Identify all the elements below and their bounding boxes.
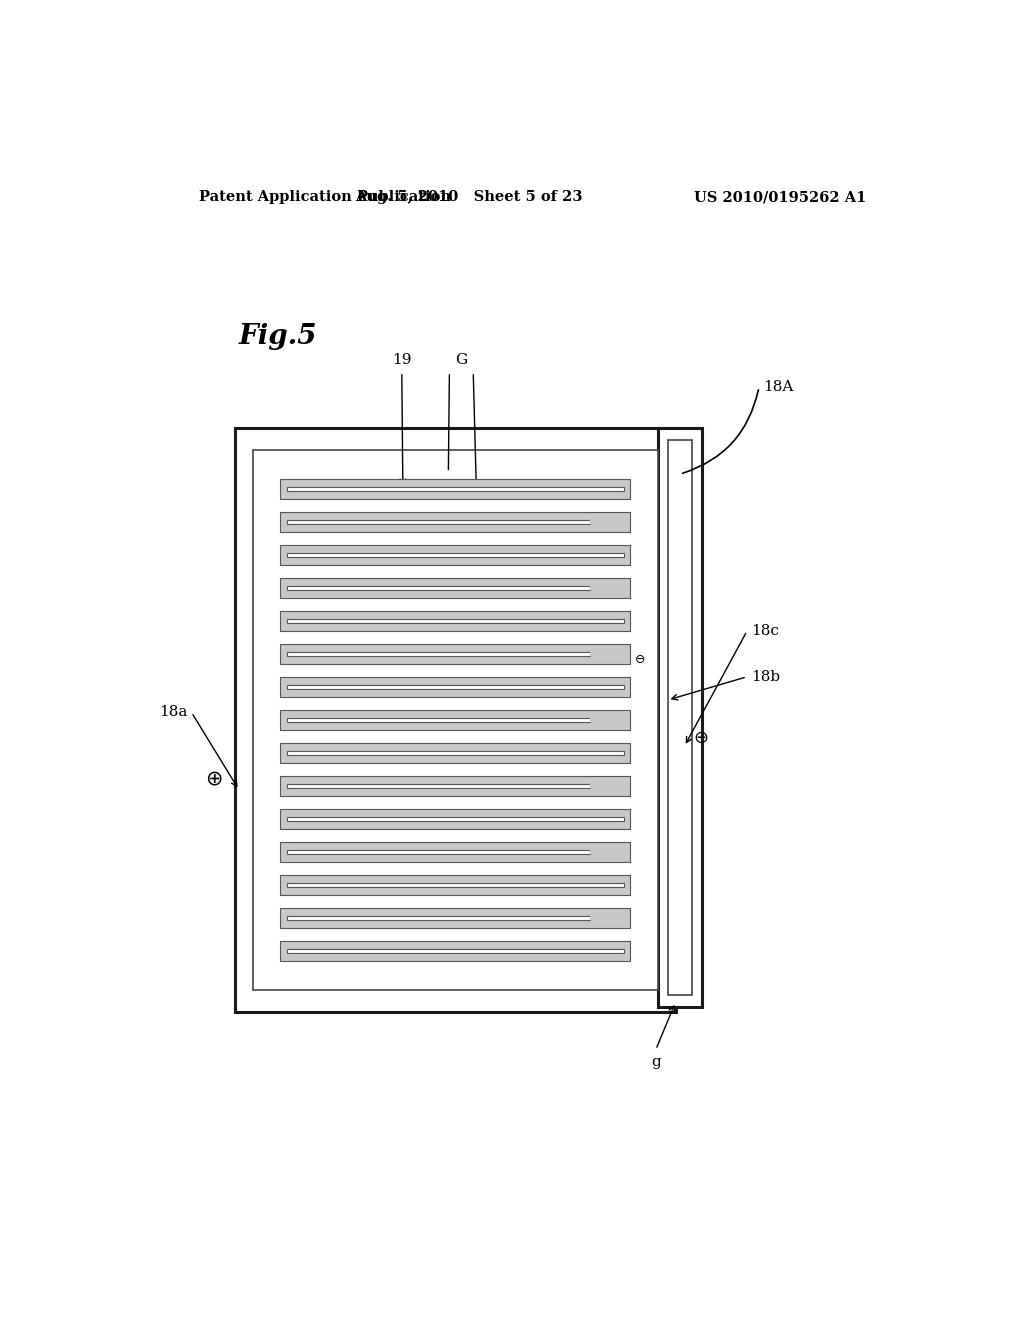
Text: US 2010/0195262 A1: US 2010/0195262 A1 bbox=[693, 190, 866, 205]
Text: Fig.5: Fig.5 bbox=[240, 323, 317, 350]
Bar bbox=[281, 512, 631, 532]
Bar bbox=[281, 941, 631, 961]
Bar bbox=[236, 428, 676, 1012]
Bar bbox=[281, 908, 631, 928]
Bar bbox=[281, 578, 631, 598]
Bar bbox=[590, 850, 624, 854]
Text: ⊖: ⊖ bbox=[693, 729, 709, 747]
Bar bbox=[287, 850, 590, 854]
Bar bbox=[287, 817, 624, 821]
Text: 18a: 18a bbox=[159, 705, 187, 719]
Bar bbox=[287, 487, 624, 491]
Bar bbox=[287, 883, 624, 887]
Bar bbox=[281, 842, 631, 862]
Text: 18b: 18b bbox=[751, 669, 780, 684]
Text: 19: 19 bbox=[392, 352, 412, 367]
Bar bbox=[253, 450, 658, 990]
Bar bbox=[668, 440, 692, 995]
Bar bbox=[658, 428, 701, 1007]
Bar bbox=[281, 677, 631, 697]
Bar bbox=[590, 784, 624, 788]
Text: g: g bbox=[651, 1055, 660, 1069]
Bar bbox=[287, 751, 624, 755]
Bar bbox=[281, 809, 631, 829]
Bar bbox=[281, 776, 631, 796]
Bar bbox=[281, 710, 631, 730]
Bar bbox=[281, 611, 631, 631]
Bar bbox=[281, 479, 631, 499]
Bar bbox=[281, 875, 631, 895]
Bar bbox=[287, 916, 590, 920]
Bar bbox=[590, 916, 624, 920]
Bar bbox=[287, 652, 590, 656]
Text: ⊕: ⊕ bbox=[205, 768, 222, 788]
Bar bbox=[287, 784, 590, 788]
Text: Aug. 5, 2010   Sheet 5 of 23: Aug. 5, 2010 Sheet 5 of 23 bbox=[355, 190, 583, 205]
Bar bbox=[287, 520, 590, 524]
Text: 18c: 18c bbox=[751, 624, 779, 638]
Bar bbox=[281, 743, 631, 763]
Bar bbox=[287, 586, 590, 590]
Text: ⊖: ⊖ bbox=[635, 653, 645, 667]
Bar bbox=[287, 718, 590, 722]
Bar bbox=[590, 586, 624, 590]
Bar bbox=[281, 545, 631, 565]
Bar bbox=[287, 553, 624, 557]
Text: Patent Application Publication: Patent Application Publication bbox=[200, 190, 452, 205]
Text: G: G bbox=[456, 352, 467, 367]
Bar bbox=[590, 718, 624, 722]
Bar bbox=[287, 685, 624, 689]
Bar bbox=[281, 644, 631, 664]
Bar bbox=[590, 520, 624, 524]
Bar bbox=[287, 949, 624, 953]
Bar bbox=[287, 619, 624, 623]
Bar bbox=[590, 652, 624, 656]
Text: 18A: 18A bbox=[763, 380, 794, 395]
